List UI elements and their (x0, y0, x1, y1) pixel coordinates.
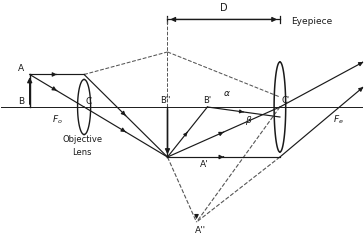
Text: $\beta$: $\beta$ (245, 114, 253, 127)
Text: Objective: Objective (62, 135, 102, 144)
Text: C': C' (282, 96, 290, 105)
Text: D: D (220, 3, 228, 13)
Text: A: A (18, 64, 24, 73)
Text: B: B (18, 97, 24, 106)
Text: $\alpha$: $\alpha$ (223, 89, 231, 98)
Text: Lens: Lens (72, 148, 92, 157)
Text: C: C (86, 97, 92, 106)
Text: B'': B'' (161, 96, 171, 105)
Text: $F_o$: $F_o$ (52, 113, 62, 126)
Text: Eyepiece: Eyepiece (291, 17, 332, 26)
Text: $F_e$: $F_e$ (333, 113, 343, 126)
Text: B': B' (203, 96, 211, 105)
Text: A': A' (200, 159, 209, 169)
Text: A'': A'' (195, 226, 206, 235)
